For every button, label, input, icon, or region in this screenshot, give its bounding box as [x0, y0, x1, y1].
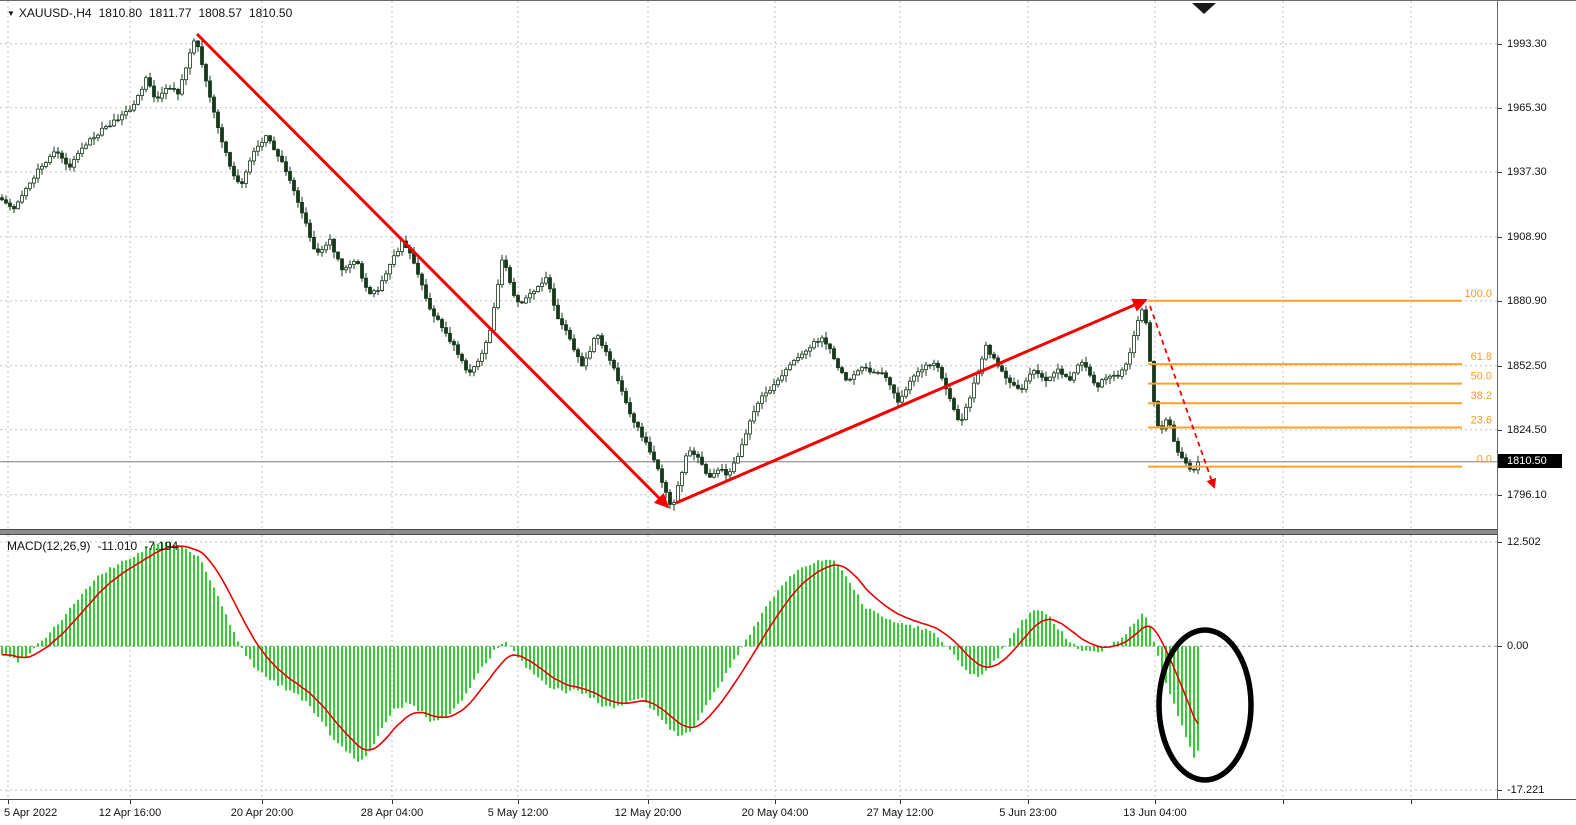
- time-tick-label: 5 May 12:00: [487, 807, 549, 819]
- ellipse-annotation[interactable]: [1156, 627, 1254, 783]
- chart-legend: ▼ XAUUSD-,H4 1810.80 1811.77 1808.57 1810.50: [7, 6, 292, 20]
- ohlc-low-value: 1808.57: [198, 6, 242, 20]
- fibonacci-retracement[interactable]: 100.0 61.8 50.0 38.2 23.6 0.0: [1148, 288, 1492, 468]
- time-axis[interactable]: 5 Apr 2022 12 Apr 16:00 20 Apr 20:00 28 Apr…: [0, 799, 1576, 825]
- svg-text:100.0: 100.0: [1464, 288, 1492, 300]
- time-tick-label: 28 Apr 04:00: [360, 807, 424, 819]
- macd-signal-value: -7.194: [144, 539, 179, 553]
- symbol-timeframe-label: XAUUSD-,H4: [18, 6, 92, 20]
- svg-text:50.0: 50.0: [1471, 371, 1492, 383]
- time-tick-label: 5 Apr 2022: [4, 807, 58, 819]
- axis-tick-mark: [1498, 542, 1502, 543]
- macd-main-value: -11.010: [97, 539, 138, 553]
- svg-text:38.2: 38.2: [1471, 390, 1492, 402]
- time-tick-mark: [130, 800, 131, 804]
- svg-text:23.6: 23.6: [1471, 414, 1492, 426]
- price-axis[interactable]: 1810.50 1993.30 1965.30 1937.30 1908.90 1880…: [1497, 1, 1576, 799]
- time-tick-mark: [262, 800, 263, 804]
- time-tick-mark: [392, 800, 393, 804]
- current-price-tag: 1810.50: [1498, 454, 1562, 468]
- ohlc-open-value: 1810.80: [98, 6, 142, 20]
- time-tick-mark: [1411, 800, 1412, 804]
- axis-tick-mark: [1498, 366, 1502, 367]
- price-chart-canvas[interactable]: 100.0 61.8 50.0 38.2 23.6 0.0: [0, 1, 1497, 529]
- time-tick-label: 12 Apr 16:00: [98, 807, 162, 819]
- symbol-dropdown-icon[interactable]: ▼: [7, 9, 15, 18]
- axis-tick-mark: [1498, 790, 1502, 791]
- time-tick-label: 20 Apr 20:00: [230, 807, 294, 819]
- svg-text:0.0: 0.0: [1477, 454, 1492, 466]
- ohlc-close-value: 1810.50: [248, 6, 293, 20]
- axis-tick-mark: [1498, 646, 1502, 647]
- time-tick-label: 13 Jun 04:00: [1123, 807, 1187, 819]
- axis-tick-label: 0.00: [1507, 640, 1529, 652]
- axis-tick-label: 12.502: [1507, 536, 1541, 548]
- macd-indicator-panel[interactable]: MACD(12,26,9) -11.010 -7.194: [0, 535, 1497, 799]
- time-tick-mark: [518, 800, 519, 804]
- axis-tick-mark: [1498, 108, 1502, 109]
- time-tick-label: 20 May 04:00: [741, 807, 809, 819]
- time-tick-label: 5 Jun 23:00: [999, 807, 1057, 819]
- time-tick-mark: [775, 800, 776, 804]
- time-tick-mark: [1028, 800, 1029, 804]
- chart-shift-marker-icon[interactable]: [1192, 3, 1216, 14]
- price-chart-panel[interactable]: 100.0 61.8 50.0 38.2 23.6 0.0 ▼ XAUUSD-,H4 1810…: [0, 1, 1497, 529]
- time-tick-mark: [1283, 800, 1284, 804]
- time-tick-mark: [648, 800, 649, 804]
- axis-tick-label: 1880.90: [1507, 295, 1547, 307]
- axis-tick-label: 1824.50: [1507, 424, 1547, 436]
- axis-tick-mark: [1498, 172, 1502, 173]
- axis-tick-mark: [1498, 430, 1502, 431]
- time-tick-mark: [1155, 800, 1156, 804]
- macd-legend: MACD(12,26,9) -11.010 -7.194: [7, 539, 185, 553]
- macd-indicator-canvas[interactable]: [0, 535, 1497, 799]
- time-tick-mark: [900, 800, 901, 804]
- axis-tick-label: 1965.30: [1507, 102, 1547, 114]
- time-tick-label: 12 May 20:00: [614, 807, 682, 819]
- axis-tick-mark: [1498, 237, 1502, 238]
- axis-tick-label: 1993.30: [1507, 38, 1547, 50]
- axis-tick-label: 1908.90: [1507, 231, 1547, 243]
- axis-tick-label: 1937.30: [1507, 166, 1547, 178]
- axis-tick-label: 1796.10: [1507, 489, 1547, 501]
- time-tick-label: 27 May 12:00: [866, 807, 934, 819]
- axis-tick-mark: [1498, 44, 1502, 45]
- ohlc-high-value: 1811.77: [149, 6, 192, 20]
- axis-tick-mark: [1498, 301, 1502, 302]
- panel-separator[interactable]: [0, 529, 1576, 535]
- macd-indicator-label: MACD(12,26,9): [7, 539, 91, 553]
- axis-tick-label: -17.221: [1507, 784, 1545, 796]
- svg-text:61.8: 61.8: [1471, 351, 1492, 363]
- time-tick-mark: [8, 800, 9, 804]
- axis-tick-mark: [1498, 495, 1502, 496]
- trend-arrows[interactable]: [195, 32, 1217, 509]
- axis-tick-label: 1852.50: [1507, 360, 1547, 372]
